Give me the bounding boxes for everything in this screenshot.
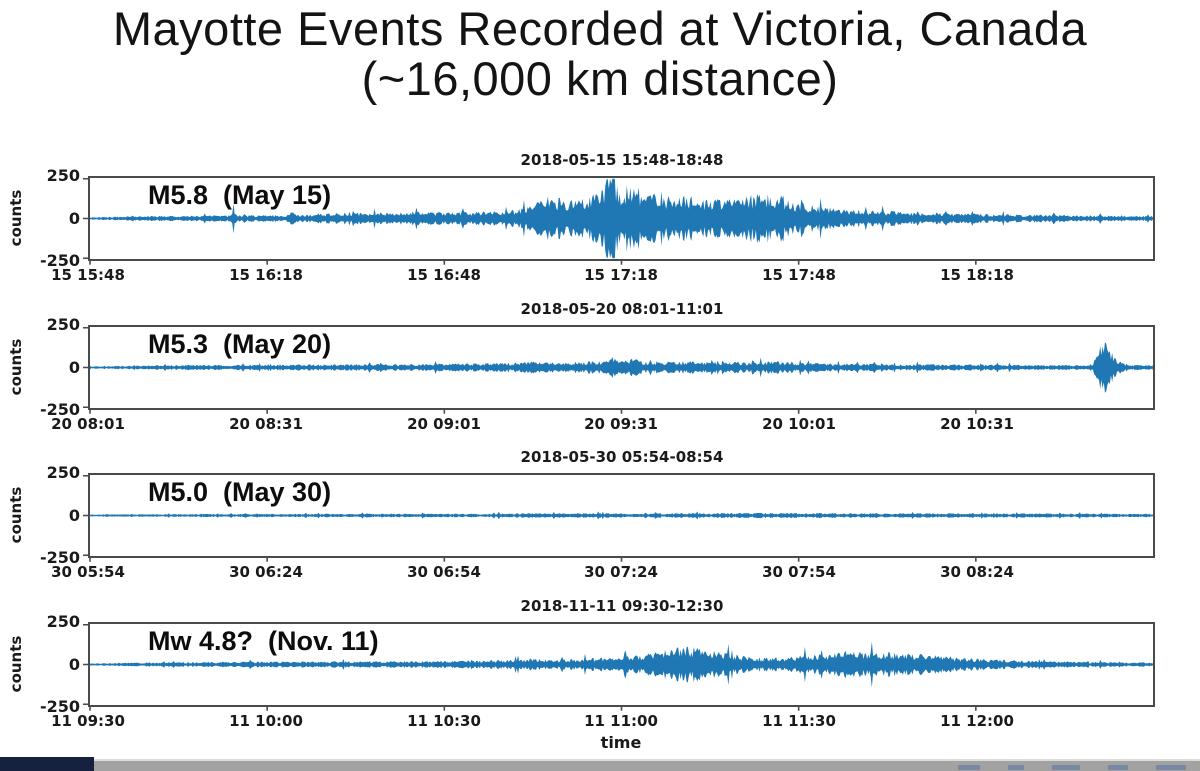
- x-tick-label: 30 07:54: [762, 563, 836, 581]
- x-tick-label: 15 16:48: [407, 266, 481, 284]
- panel-title: 2018-11-11 09:30-12:30: [520, 597, 724, 615]
- page-title: Mayotte Events Recorded at Victoria, Can…: [0, 4, 1200, 104]
- y-tick-label: -250: [39, 251, 80, 270]
- scrollbar-thumb: [0, 757, 94, 771]
- plot-box: M5.3 (May 20): [83, 325, 1155, 414]
- waveform-trace: [83, 624, 1153, 711]
- x-tick-label: 20 08:01: [51, 415, 125, 433]
- x-tick-label: 20 08:31: [229, 415, 303, 433]
- scrollbar-marks: [958, 765, 980, 770]
- x-tick-label: 30 08:24: [940, 563, 1014, 581]
- x-tick-label: 11 10:30: [407, 712, 481, 730]
- waveform-trace: [83, 475, 1153, 562]
- event-magnitude-label: Mw 4.8? (Nov. 11): [148, 626, 379, 656]
- x-tick-label: 11 10:00: [229, 712, 303, 730]
- x-tick-label: 15 16:18: [229, 266, 303, 284]
- y-tick-label: -250: [39, 548, 80, 567]
- x-tick-label: 30 06:24: [229, 563, 303, 581]
- panel-title: 2018-05-15 15:48-18:48: [520, 151, 724, 169]
- waveform-trace: [83, 178, 1153, 265]
- waveform-trace: [83, 327, 1153, 414]
- x-tick-label: 11 11:00: [584, 712, 658, 730]
- x-tick-label: 11 09:30: [51, 712, 125, 730]
- panel-title: 2018-05-20 08:01-11:01: [520, 300, 724, 318]
- bottom-scrollbar[interactable]: [0, 757, 1200, 771]
- scrollbar-marks: [1008, 765, 1024, 770]
- panel-title: 2018-05-30 05:54-08:54: [520, 448, 724, 466]
- x-tick-label: 15 18:18: [940, 266, 1014, 284]
- x-tick-label: 15 17:48: [762, 266, 836, 284]
- y-tick-label: 250: [46, 463, 80, 482]
- x-tick-label: 15 15:48: [51, 266, 125, 284]
- y-tick-label: 0: [68, 209, 80, 228]
- scrollbar-marks: [1108, 765, 1128, 770]
- y-tick-label: 0: [68, 506, 80, 525]
- x-tick-label: 20 09:01: [407, 415, 481, 433]
- y-tick-label: 0: [68, 358, 80, 377]
- scrollbar-marks: [1052, 765, 1080, 770]
- x-tick-label: 30 07:24: [584, 563, 658, 581]
- event-magnitude-label: M5.0 (May 30): [148, 477, 332, 507]
- x-axis-label: time: [600, 733, 642, 752]
- x-tick-label: 20 09:31: [584, 415, 658, 433]
- plot-box: Mw 4.8? (Nov. 11): [83, 622, 1155, 711]
- y-tick-label: 250: [46, 166, 80, 185]
- y-tick-label: 0: [68, 655, 80, 674]
- y-tick-label: 250: [46, 315, 80, 334]
- y-tick-label: -250: [39, 400, 80, 419]
- plot-box: M5.0 (May 30): [83, 473, 1155, 562]
- x-tick-label: 15 17:18: [584, 266, 658, 284]
- plot-box: M5.8 (May 15): [83, 176, 1155, 265]
- event-magnitude-label: M5.3 (May 20): [148, 329, 332, 359]
- page-title-line-2: (~16,000 km distance): [361, 52, 839, 105]
- x-tick-label: 20 10:01: [762, 415, 836, 433]
- y-tick-label: 250: [46, 612, 80, 631]
- page-title-line-1: Mayotte Events Recorded at Victoria, Can…: [112, 2, 1088, 55]
- y-tick-label: -250: [39, 697, 80, 716]
- scrollbar-marks: [1156, 765, 1186, 770]
- event-magnitude-label: M5.8 (May 15): [148, 180, 332, 210]
- x-tick-label: 30 06:54: [407, 563, 481, 581]
- x-tick-label: 11 12:00: [940, 712, 1014, 730]
- x-tick-label: 11 11:30: [762, 712, 836, 730]
- x-tick-label: 30 05:54: [51, 563, 125, 581]
- x-tick-label: 20 10:31: [940, 415, 1014, 433]
